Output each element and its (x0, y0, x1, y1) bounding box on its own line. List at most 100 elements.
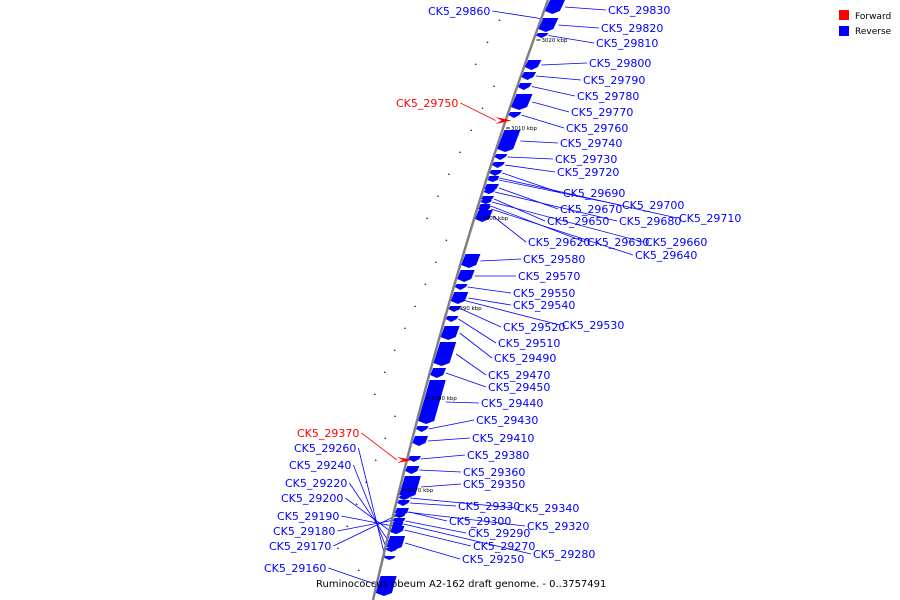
gene-feature-reverse (511, 94, 533, 110)
minor-mark (357, 569, 360, 571)
gene-feature-reverse (398, 496, 410, 500)
gene-label: CK5_29510 (498, 337, 560, 350)
gene-leader-line (461, 308, 502, 328)
gene-leader-line (408, 511, 448, 522)
gene-feature-reverse (483, 190, 496, 194)
minor-mark (486, 41, 489, 43)
gene-features (375, 0, 565, 596)
scale-tick-label: 2970 kbp (407, 488, 433, 494)
gene-leader-line (499, 177, 678, 219)
gene-leader-line (520, 140, 559, 144)
gene-feature-reverse (536, 33, 549, 38)
scale-tick-label: 3010 kbp (511, 126, 537, 132)
minor-mark (346, 525, 349, 527)
minor-mark (447, 173, 450, 175)
gene-leader-line (498, 187, 559, 210)
minor-mark (414, 305, 416, 307)
gene-leader-line (404, 542, 461, 560)
gene-feature-reverse (454, 284, 468, 290)
gene-label: CK5_29860 (428, 5, 490, 18)
gene-leader-line (541, 62, 588, 66)
gene-label: CK5_29520 (503, 321, 565, 334)
gene-feature-reverse (384, 556, 396, 560)
gene-feature-reverse (524, 60, 542, 70)
scale-tick-label: 2990 kbp (456, 306, 482, 312)
gene-label: CK5_29380 (467, 449, 529, 462)
minor-mark (374, 459, 377, 461)
gene-leader-line (353, 464, 388, 551)
gene-feature-reverse (392, 522, 404, 526)
gene-leader-line (536, 75, 582, 81)
gene-feature-reverse (408, 456, 421, 462)
gene-feature-reverse (488, 176, 500, 180)
gene-feature-reverse (492, 162, 505, 168)
gene-leader-line (403, 523, 532, 555)
gene-label: CK5_29320 (527, 520, 589, 533)
gene-label: CK5_29820 (601, 22, 663, 35)
gene-leader-line (458, 318, 497, 344)
gene-feature-reverse (461, 254, 481, 268)
minor-mark (459, 151, 461, 153)
genome-backbone (371, 0, 550, 600)
gene-label: CK5_29240 (289, 459, 351, 472)
gene-leader-line (420, 454, 466, 460)
gene-feature-reverse (451, 298, 463, 302)
gene-feature-reverse (430, 368, 447, 378)
gene-leader-line (507, 156, 554, 160)
gene-label: CK5_29770 (571, 106, 633, 119)
gene-leader-line (460, 102, 496, 121)
gene-feature-reverse (538, 18, 559, 32)
gene-feature-reverse (521, 72, 537, 80)
gene-leader-line (445, 372, 487, 388)
gene-labels: CK5_29860 CK5_29830 CK5_29820 CK5_29810 CK5_… (264, 4, 741, 575)
gene-label: CK5_29760 (566, 122, 628, 135)
minor-mark (424, 283, 427, 285)
gene-leader-line (492, 215, 527, 243)
legend-reverse-label: Reverse (855, 27, 892, 37)
gene-label: CK5_29190 (277, 510, 339, 523)
gene-leader-line (531, 86, 576, 97)
gene-feature-reverse (478, 206, 492, 212)
gene-label: CK5_29550 (513, 287, 575, 300)
gene-label: CK5_29490 (494, 352, 556, 365)
gene-leader-line (420, 483, 462, 488)
gene-leader-line (361, 432, 398, 461)
gene-leader-line (491, 201, 644, 243)
gene-label: CK5_29260 (294, 442, 356, 455)
gene-feature-reverse (390, 526, 405, 534)
gene-leader-line (490, 208, 634, 256)
gene-label: CK5_29680 (619, 215, 681, 228)
gene-leader-line (521, 114, 565, 129)
gene-feature-reverse (508, 112, 522, 118)
gene-feature-reverse (440, 326, 460, 340)
minor-mark (403, 327, 406, 329)
minor-mark (394, 415, 396, 417)
minor-mark (493, 85, 495, 87)
gene-label: CK5_29270 (473, 540, 535, 553)
minor-mark (426, 217, 428, 219)
gene-label: CK5_29810 (596, 37, 658, 50)
gene-feature-reverse (399, 476, 421, 498)
gene-leader-line (337, 519, 395, 532)
gene-label: CK5_29250 (462, 553, 524, 566)
gene-leader-line (349, 482, 390, 543)
gene-leader-line (462, 299, 561, 326)
gene-label: CK5_29780 (577, 90, 639, 103)
gene-feature-reverse (517, 83, 532, 90)
leader-lines (328, 6, 678, 587)
gene-leader-line (558, 24, 600, 29)
scale-ticks: 3020 kbp 3010 kbp 3000 kbp 2990 kbp 2980 kbp… (337, 19, 568, 571)
legend-forward-swatch (839, 10, 849, 20)
gene-feature-forward (396, 457, 413, 463)
legend-reverse-swatch (839, 26, 849, 36)
gene-label: CK5_29800 (589, 57, 651, 70)
gene-label: CK5_29180 (273, 525, 335, 538)
gene-leader-line (532, 101, 570, 113)
gene-label: CK5_29370 (297, 427, 359, 440)
gene-leader-line (333, 515, 396, 547)
gene-feature-reverse (405, 466, 420, 474)
gene-feature-reverse (487, 178, 499, 182)
gene-leader-line (409, 497, 516, 509)
gene-leader-line (468, 297, 512, 306)
gene-label: CK5_29220 (285, 477, 347, 490)
